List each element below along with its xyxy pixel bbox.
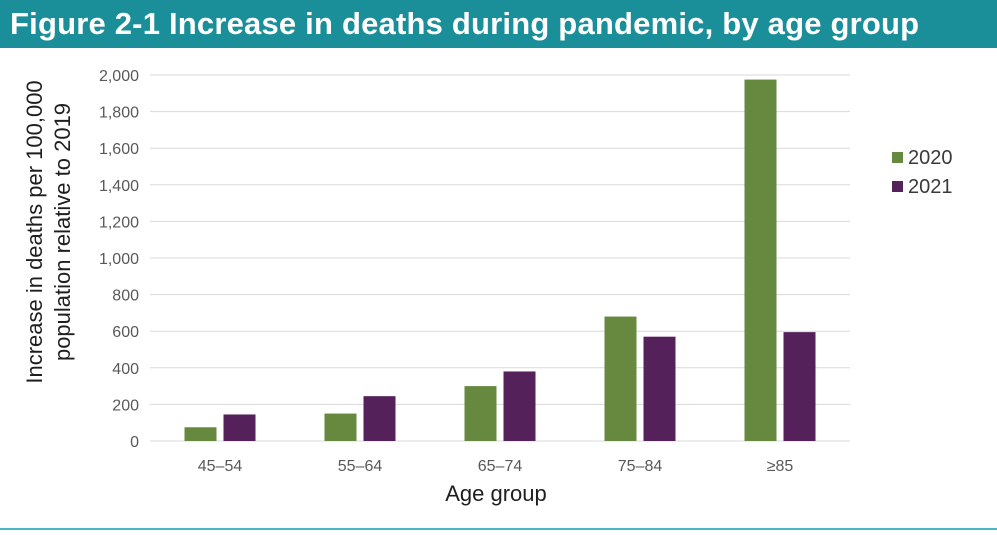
x-tick-label: 55–64 bbox=[338, 458, 383, 475]
y-tick-labels: 0 200 400 600 800 1,000 1,200 1,400 1,600 1,800 2,… bbox=[99, 68, 139, 451]
bar-2020-3 bbox=[604, 316, 637, 441]
x-tick-label: ≥85 bbox=[767, 458, 794, 475]
figure-title-bar: Figure 2-1 Increase in deaths during pan… bbox=[0, 0, 997, 48]
y-tick-label: 1,400 bbox=[99, 178, 139, 195]
y-tick-label: 800 bbox=[112, 288, 139, 305]
bar-2020-2 bbox=[464, 386, 497, 441]
bar-2021-0 bbox=[223, 414, 256, 441]
x-tick-label: 45–54 bbox=[198, 458, 243, 475]
figure-title: Figure 2-1 Increase in deaths during pan… bbox=[10, 6, 920, 41]
y-axis-title-line-1: Increase in deaths per 100,000 bbox=[22, 80, 47, 383]
legend-swatch-2020 bbox=[892, 152, 903, 163]
legend: 2020 2021 bbox=[892, 147, 953, 198]
legend-swatch-2021 bbox=[892, 181, 903, 192]
y-tick-label: 0 bbox=[130, 434, 139, 451]
bar-2021-1 bbox=[363, 396, 396, 441]
bottom-rule bbox=[0, 528, 997, 530]
y-axis-title-line-2: population relative to 2019 bbox=[50, 103, 75, 361]
x-tick-label: 65–74 bbox=[478, 458, 523, 475]
y-tick-label: 2,000 bbox=[99, 68, 139, 85]
y-tick-label: 200 bbox=[112, 397, 139, 414]
x-axis-title: Age group bbox=[445, 481, 547, 506]
x-tick-labels: 45–54 55–64 65–74 75–84 ≥85 bbox=[198, 458, 794, 475]
y-tick-label: 600 bbox=[112, 324, 139, 341]
y-tick-label: 1,600 bbox=[99, 141, 139, 158]
legend-label-2021: 2021 bbox=[908, 176, 953, 198]
legend-label-2020: 2020 bbox=[908, 147, 953, 169]
bar-2020-1 bbox=[324, 413, 357, 441]
bar-2020-4 bbox=[744, 79, 777, 441]
y-tick-label: 1,200 bbox=[99, 214, 139, 231]
bar-2021-3 bbox=[643, 336, 676, 441]
bar-chart: 0 200 400 600 800 1,000 1,200 1,400 1,600 1,800 2,… bbox=[22, 68, 953, 506]
y-tick-label: 400 bbox=[112, 361, 139, 378]
bars bbox=[184, 79, 816, 441]
bar-2021-2 bbox=[503, 371, 536, 441]
y-tick-label: 1,800 bbox=[99, 105, 139, 122]
bar-2020-0 bbox=[184, 427, 217, 441]
y-tick-label: 1,000 bbox=[99, 251, 139, 268]
gridlines bbox=[150, 74, 850, 442]
x-tick-label: 75–84 bbox=[618, 458, 663, 475]
bar-2021-4 bbox=[783, 332, 816, 441]
